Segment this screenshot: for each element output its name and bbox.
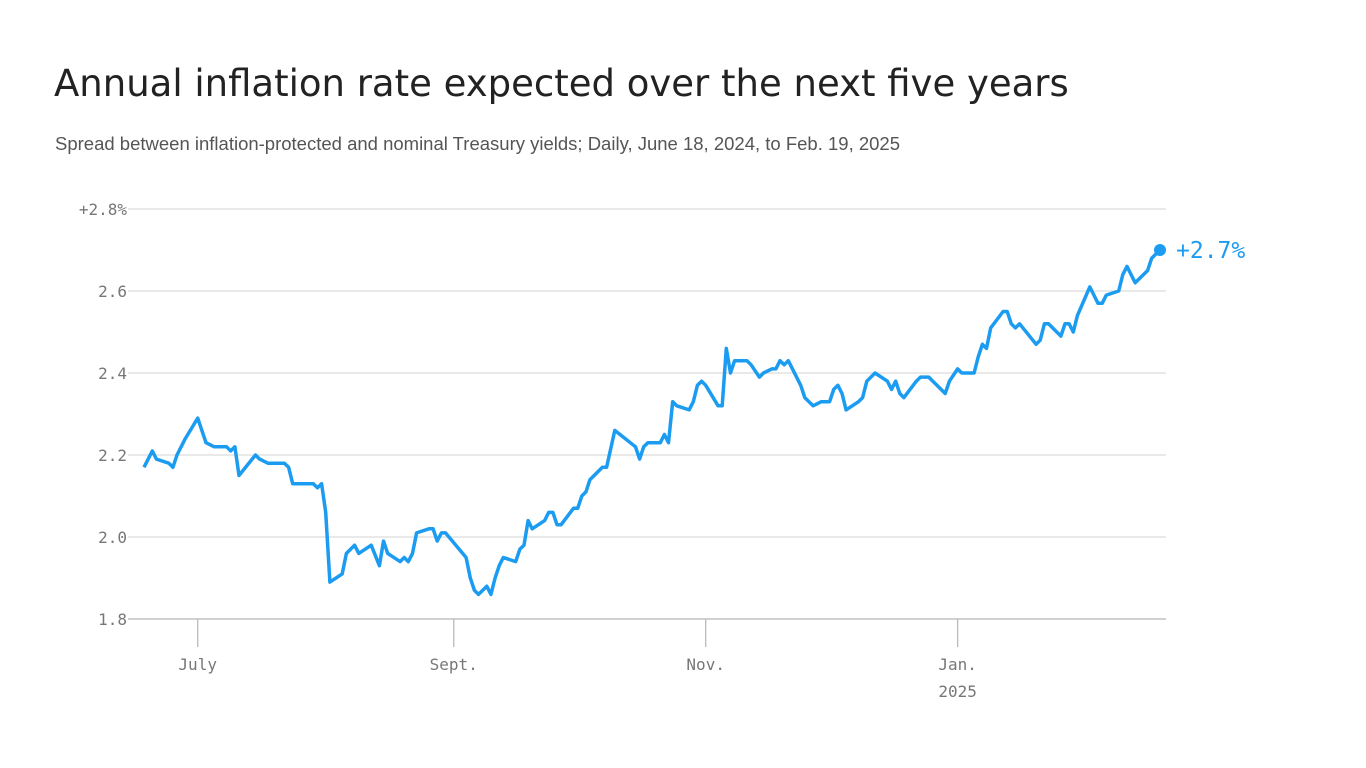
- line: [142, 248, 1162, 597]
- x-tick-year: 2025: [938, 682, 977, 701]
- end-point: [1154, 244, 1166, 256]
- y-tick-label: 2.4: [98, 364, 127, 383]
- y-tick-label: +2.8%: [79, 200, 128, 219]
- x-tick-label: Sept.: [430, 655, 478, 674]
- x-tick-label: Jan.: [938, 655, 977, 674]
- chart-subtitle: Spread between inflation-protected and n…: [55, 133, 900, 154]
- y-tick-label: 2.2: [98, 446, 127, 465]
- y-tick-label: 2.0: [98, 528, 127, 547]
- y-tick-label: 1.8: [98, 610, 127, 629]
- chart-title: Annual inflation rate expected over the …: [54, 62, 1069, 105]
- x-tick-label: July: [178, 655, 217, 674]
- y-tick-label: 2.6: [98, 282, 127, 301]
- end-label: +2.7%: [1176, 238, 1245, 264]
- x-tick-label: Nov.: [686, 655, 725, 674]
